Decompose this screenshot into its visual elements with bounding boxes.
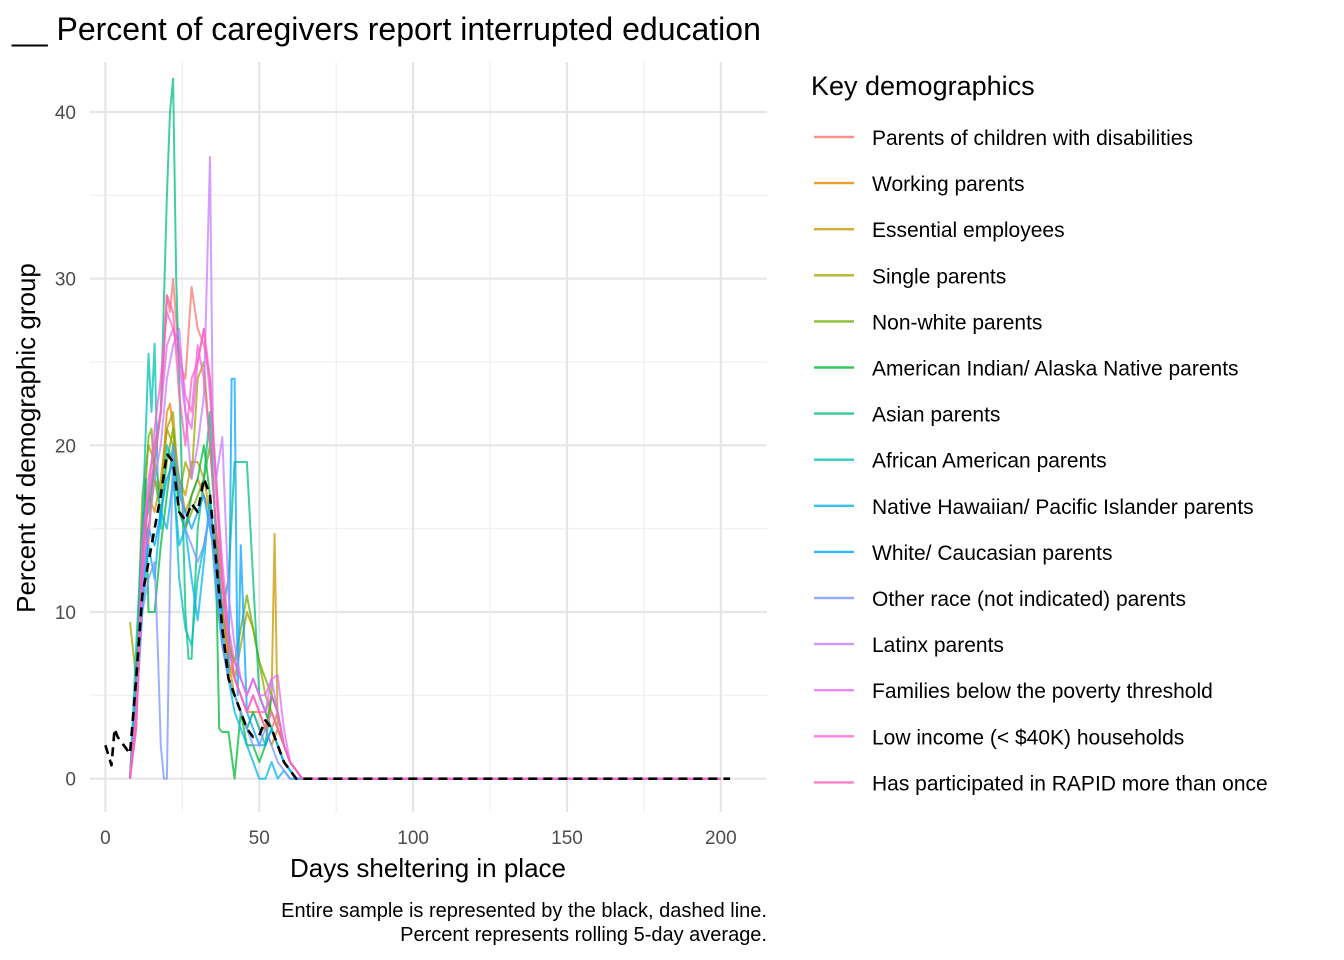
legend-label-5: American Indian/ Alaska Native parents [872, 358, 1239, 381]
series-lines [104, 77, 731, 781]
y-tick-label: 10 [55, 603, 76, 624]
caption-line-1: Entire sample is represented by the blac… [281, 900, 767, 922]
y-tick-label: 20 [55, 436, 76, 457]
y-tick-label: 30 [55, 270, 76, 291]
y-tick-label: 0 [65, 770, 76, 791]
y-axis-title: Percent of demographic group [11, 263, 41, 613]
x-axis-title: Days sheltering in place [290, 853, 566, 883]
x-tick-label: 200 [705, 828, 737, 849]
legend-label-8: Native Hawaiian/ Pacific Islander parent… [872, 496, 1254, 519]
x-tick-label: 150 [551, 828, 583, 849]
tick-labels: 0 50 100 150 200 0 10 20 30 40 [55, 103, 737, 849]
legend-label-7: African American parents [872, 450, 1107, 473]
entire-sample-line [104, 452, 731, 781]
legend-label-13: Low income (< $40K) households [872, 726, 1184, 749]
legend-label-12: Families below the poverty threshold [872, 680, 1213, 703]
chart-title: __ Percent of caregivers report interrup… [11, 11, 761, 47]
y-tick-label: 40 [55, 103, 76, 124]
legend: Key demographics Parents of children wit… [811, 71, 1268, 795]
legend-label-1: Working parents [872, 173, 1025, 196]
caption-line-2: Percent represents rolling 5-day average… [400, 924, 767, 946]
x-tick-label: 50 [249, 828, 270, 849]
gridlines [90, 62, 767, 812]
legend-label-11: Latinx parents [872, 634, 1004, 657]
legend-label-10: Other race (not indicated) parents [872, 588, 1186, 611]
legend-title: Key demographics [811, 71, 1035, 101]
x-tick-label: 0 [100, 828, 111, 849]
series-line-10 [129, 444, 721, 780]
legend-label-14: Has participated in RAPID more than once [872, 772, 1268, 795]
x-tick-label: 100 [397, 828, 429, 849]
legend-label-2: Essential employees [872, 219, 1065, 242]
legend-label-3: Single parents [872, 265, 1006, 288]
legend-label-4: Non-white parents [872, 311, 1042, 334]
legend-label-6: Asian parents [872, 404, 1000, 427]
legend-label-9: White/ Caucasian parents [872, 542, 1112, 565]
legend-label-0: Parents of children with disabilities [872, 127, 1193, 150]
series-line-14 [129, 294, 721, 780]
